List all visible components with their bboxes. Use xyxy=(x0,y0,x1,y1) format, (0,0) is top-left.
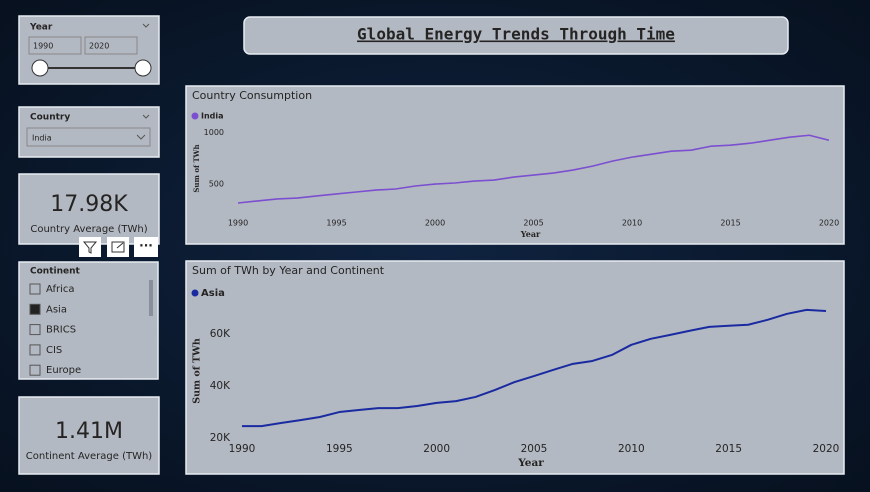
checkbox[interactable] xyxy=(29,344,41,356)
data-line xyxy=(237,134,830,204)
x-tick-label: 2000 xyxy=(423,443,450,455)
slider-handle[interactable] xyxy=(31,59,49,77)
continent-slicer[interactable] xyxy=(18,261,159,380)
slicer-label: Country xyxy=(30,113,70,123)
chevron xyxy=(142,23,150,28)
legend-label: Asia xyxy=(201,288,225,299)
slider-handle[interactable] xyxy=(134,59,152,77)
checkbox[interactable] xyxy=(29,283,41,295)
legend-marker xyxy=(191,289,199,297)
card-value: 17.98K xyxy=(50,192,128,217)
x-axis-label: Year xyxy=(517,457,544,469)
more-icon[interactable] xyxy=(134,237,158,257)
x-axis-label: Year xyxy=(520,229,541,239)
x-tick-label: 2000 xyxy=(425,219,445,228)
chart-title: Country Consumption xyxy=(192,89,312,102)
legend-label: India xyxy=(201,112,224,121)
legend-marker xyxy=(191,112,199,120)
x-tick-label: 1995 xyxy=(326,219,346,228)
y-tick-label: 60K xyxy=(210,328,231,340)
checkbox[interactable] xyxy=(29,303,41,315)
x-tick-label: 1990 xyxy=(228,219,248,228)
range-input[interactable] xyxy=(28,36,82,55)
checkbox[interactable] xyxy=(29,324,41,336)
title-panel xyxy=(243,16,789,55)
item-label: Europe xyxy=(46,365,81,376)
focus-glyph xyxy=(111,241,125,253)
card-label: Continent Average (TWh) xyxy=(26,451,153,462)
x-tick-label: 2015 xyxy=(720,219,740,228)
chart-panel xyxy=(185,260,845,475)
y-tick-label: 40K xyxy=(210,380,231,392)
filter-glyph xyxy=(82,241,98,254)
card xyxy=(18,396,160,475)
dropdown[interactable] xyxy=(26,127,151,147)
checkbox[interactable] xyxy=(29,364,41,376)
x-tick-label: 1995 xyxy=(326,443,353,455)
range-from: 1990 xyxy=(33,42,53,51)
item-label: Asia xyxy=(46,304,67,315)
y-tick-label: 20K xyxy=(210,432,231,444)
scrollbar[interactable] xyxy=(149,280,153,316)
chart-title: Sum of TWh by Year and Continent xyxy=(192,264,385,277)
x-tick-label: 2020 xyxy=(819,219,839,228)
card xyxy=(18,173,160,245)
page-title: Global Energy Trends Through Time xyxy=(357,25,675,44)
item-label: CIS xyxy=(46,345,62,356)
x-tick-label: 2015 xyxy=(715,443,742,455)
y-tick-label: 500 xyxy=(209,180,224,189)
x-tick-label: 2005 xyxy=(521,443,548,455)
range-input[interactable] xyxy=(84,36,138,55)
x-tick-label: 1990 xyxy=(229,443,256,455)
more-glyph: ··· xyxy=(139,239,153,253)
chevron xyxy=(136,134,146,140)
range-to: 2020 xyxy=(89,42,109,51)
x-tick-label: 2005 xyxy=(523,219,543,228)
x-tick-label: 2010 xyxy=(622,219,642,228)
card-label: Country Average (TWh) xyxy=(30,224,147,235)
card-value: 1.41M xyxy=(55,419,123,444)
y-tick-label: 1000 xyxy=(204,128,224,137)
y-axis-label: Sum of TWh xyxy=(192,338,203,404)
chevron xyxy=(142,114,150,119)
dropdown-value: India xyxy=(32,134,52,143)
item-list: Africa Asia BRICS CIS Europe xyxy=(29,283,81,376)
item-label: Africa xyxy=(46,284,75,295)
item-label: BRICS xyxy=(46,325,76,336)
slicer-label: Year xyxy=(29,23,53,33)
chart-panel xyxy=(185,85,845,245)
y-axis-label: Sum of TWh xyxy=(192,144,201,192)
x-tick-label: 2010 xyxy=(618,443,645,455)
data-line xyxy=(242,308,827,428)
filter-icon[interactable] xyxy=(79,237,101,257)
slicer-label: Continent xyxy=(30,267,81,277)
x-tick-label: 2020 xyxy=(813,443,840,455)
